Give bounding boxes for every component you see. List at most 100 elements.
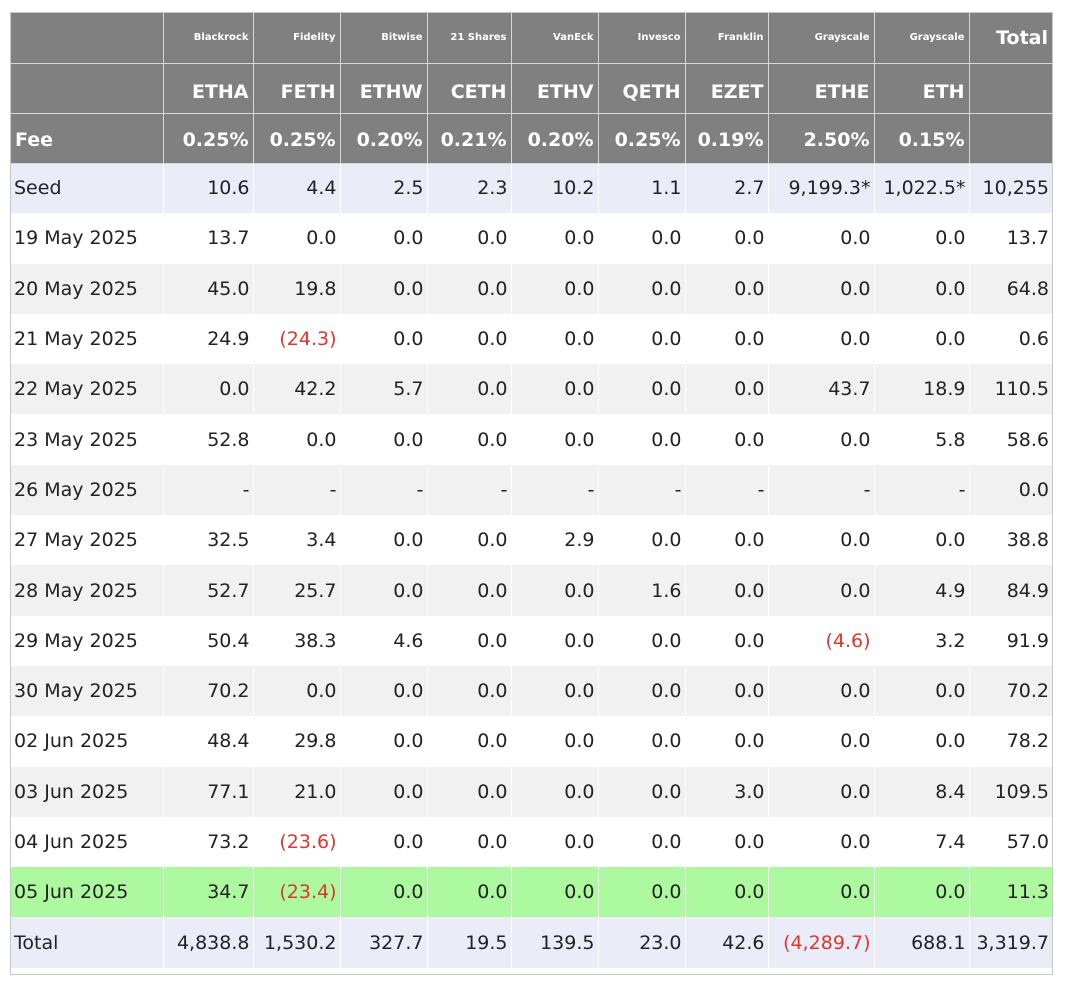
fee-label: Fee xyxy=(11,113,164,164)
table-row: 21 May 2025 24.9 (24.3) 0.0 0.0 0.0 0.0 0.0 0.0 0… xyxy=(11,313,1052,365)
flow-cell: 0.0 xyxy=(427,414,512,465)
flow-cell: 0.0 xyxy=(874,263,970,314)
flow-cell: 0.0 xyxy=(427,313,512,365)
flow-cell: 0.0 xyxy=(768,867,875,918)
provider-header: Bitwise xyxy=(340,13,428,64)
row-label: 23 May 2025 xyxy=(11,414,164,465)
flow-cell: 0.0 xyxy=(427,364,512,415)
flow-cell: (24.3) xyxy=(253,313,341,365)
fee-header: 0.25% xyxy=(163,113,254,164)
flow-cell: 0.0 xyxy=(874,867,970,918)
flow-cell: 0.0 xyxy=(340,766,428,817)
flow-cell: 0.0 xyxy=(511,565,599,616)
flow-cell: 1.1 xyxy=(598,163,686,214)
flow-cell: 0.0 xyxy=(427,716,512,767)
flow-cell: 32.5 xyxy=(163,515,254,566)
provider-header-row: Blackrock Fidelity Bitwise 21 Shares Van… xyxy=(11,13,1052,64)
row-label: 26 May 2025 xyxy=(11,464,164,516)
flow-cell: 0.0 xyxy=(685,615,769,666)
table-row: 19 May 2025 13.7 0.0 0.0 0.0 0.0 0.0 0.0 0.0 0.0 1… xyxy=(11,213,1052,264)
flow-cell: 0.0 xyxy=(340,867,428,918)
flow-cell: 0.0 xyxy=(511,716,599,767)
row-label: 20 May 2025 xyxy=(11,263,164,314)
seed-row: Seed 10.6 4.4 2.5 2.3 10.2 1.1 2.7 9,199.3* 1,022… xyxy=(11,163,1052,214)
flow-cell: 0.0 xyxy=(598,364,686,415)
table-row: 30 May 2025 70.2 0.0 0.0 0.0 0.0 0.0 0.0 0.0 0.0 7… xyxy=(11,665,1052,717)
flow-cell: 0.0 xyxy=(685,716,769,767)
total-column-header: Total xyxy=(969,13,1052,64)
flow-cell: 0.0 xyxy=(685,263,769,314)
flow-cell: 19.8 xyxy=(253,263,341,314)
flow-cell: 0.0 xyxy=(768,766,875,817)
flow-cell: 0.0 xyxy=(598,414,686,465)
flow-cell: 0.0 xyxy=(427,565,512,616)
flow-cell: 0.0 xyxy=(253,213,341,264)
flow-cell: 0.0 xyxy=(768,263,875,314)
flow-cell: 139.5 xyxy=(511,917,599,968)
flow-cell: 0.0 xyxy=(598,263,686,314)
flow-cell: 0.0 xyxy=(511,816,599,868)
flow-cell: 0.0 xyxy=(598,867,686,918)
ticker-header: ETH xyxy=(874,63,970,114)
flow-cell: 0.0 xyxy=(340,565,428,616)
flow-cell: 0.0 xyxy=(253,665,341,717)
flow-cell: - xyxy=(768,464,875,516)
flow-cell: 0.0 xyxy=(340,515,428,566)
fee-header-row: Fee 0.25% 0.25% 0.20% 0.21% 0.20% 0.25% … xyxy=(11,113,1052,164)
etf-flows-table-frame: Blackrock Fidelity Bitwise 21 Shares Van… xyxy=(10,12,1053,975)
flow-cell: 3.2 xyxy=(874,615,970,666)
provider-header: 21 Shares xyxy=(427,13,512,64)
flow-cell: 0.0 xyxy=(685,515,769,566)
flow-cell: 0.0 xyxy=(340,816,428,868)
flow-cell: 0.0 xyxy=(340,313,428,365)
flow-cell: (4,289.7) xyxy=(768,917,875,968)
flow-cell: 4,838.8 xyxy=(163,917,254,968)
table-row: 02 Jun 2025 48.4 29.8 0.0 0.0 0.0 0.0 0.0 0.0 0.0… xyxy=(11,716,1052,767)
flow-cell: 0.0 xyxy=(427,766,512,817)
blank-header-cell xyxy=(969,63,1052,114)
flow-cell: 2.9 xyxy=(511,515,599,566)
flow-cell: 4.6 xyxy=(340,615,428,666)
flow-cell: 10.6 xyxy=(163,163,254,214)
ticker-header: ETHW xyxy=(340,63,428,114)
fee-header: 0.20% xyxy=(340,113,428,164)
flow-cell: 19.5 xyxy=(427,917,512,968)
flow-cell: 0.0 xyxy=(874,665,970,717)
flow-cell: 0.0 xyxy=(427,263,512,314)
row-total-cell: 0.6 xyxy=(969,313,1052,365)
flow-cell: 23.0 xyxy=(598,917,686,968)
flow-cell: 73.2 xyxy=(163,816,254,868)
flow-cell: - xyxy=(340,464,428,516)
row-label: 05 Jun 2025 xyxy=(11,867,164,918)
flow-cell: 43.7 xyxy=(768,364,875,415)
flow-cell: 13.7 xyxy=(163,213,254,264)
flow-cell: 0.0 xyxy=(685,364,769,415)
flow-cell: 0.0 xyxy=(511,313,599,365)
row-label: 28 May 2025 xyxy=(11,565,164,616)
provider-header: Invesco xyxy=(598,13,686,64)
row-total-cell: 3,319.7 xyxy=(969,917,1052,968)
flow-cell: 0.0 xyxy=(768,565,875,616)
flow-cell: 4.9 xyxy=(874,565,970,616)
ticker-header: ETHE xyxy=(768,63,875,114)
row-total-cell: 0.0 xyxy=(969,464,1052,516)
flow-cell: 1.6 xyxy=(598,565,686,616)
etf-flows-table: Blackrock Fidelity Bitwise 21 Shares Van… xyxy=(11,13,1052,968)
fee-header: 0.19% xyxy=(685,113,769,164)
flow-cell: 2.5 xyxy=(340,163,428,214)
row-label: 22 May 2025 xyxy=(11,364,164,415)
provider-header: Fidelity xyxy=(253,13,341,64)
flow-cell: 0.0 xyxy=(340,263,428,314)
flow-cell: 0.0 xyxy=(768,515,875,566)
provider-header: Blackrock xyxy=(163,13,254,64)
flow-cell: - xyxy=(163,464,254,516)
flow-cell: 0.0 xyxy=(598,515,686,566)
flow-cell: 0.0 xyxy=(340,213,428,264)
corner-cell xyxy=(11,13,164,64)
row-total-cell: 57.0 xyxy=(969,816,1052,868)
flow-cell: 0.0 xyxy=(768,213,875,264)
flow-cell: 42.2 xyxy=(253,364,341,415)
row-total-cell: 110.5 xyxy=(969,364,1052,415)
row-total-cell: 78.2 xyxy=(969,716,1052,767)
flow-cell: 0.0 xyxy=(768,816,875,868)
